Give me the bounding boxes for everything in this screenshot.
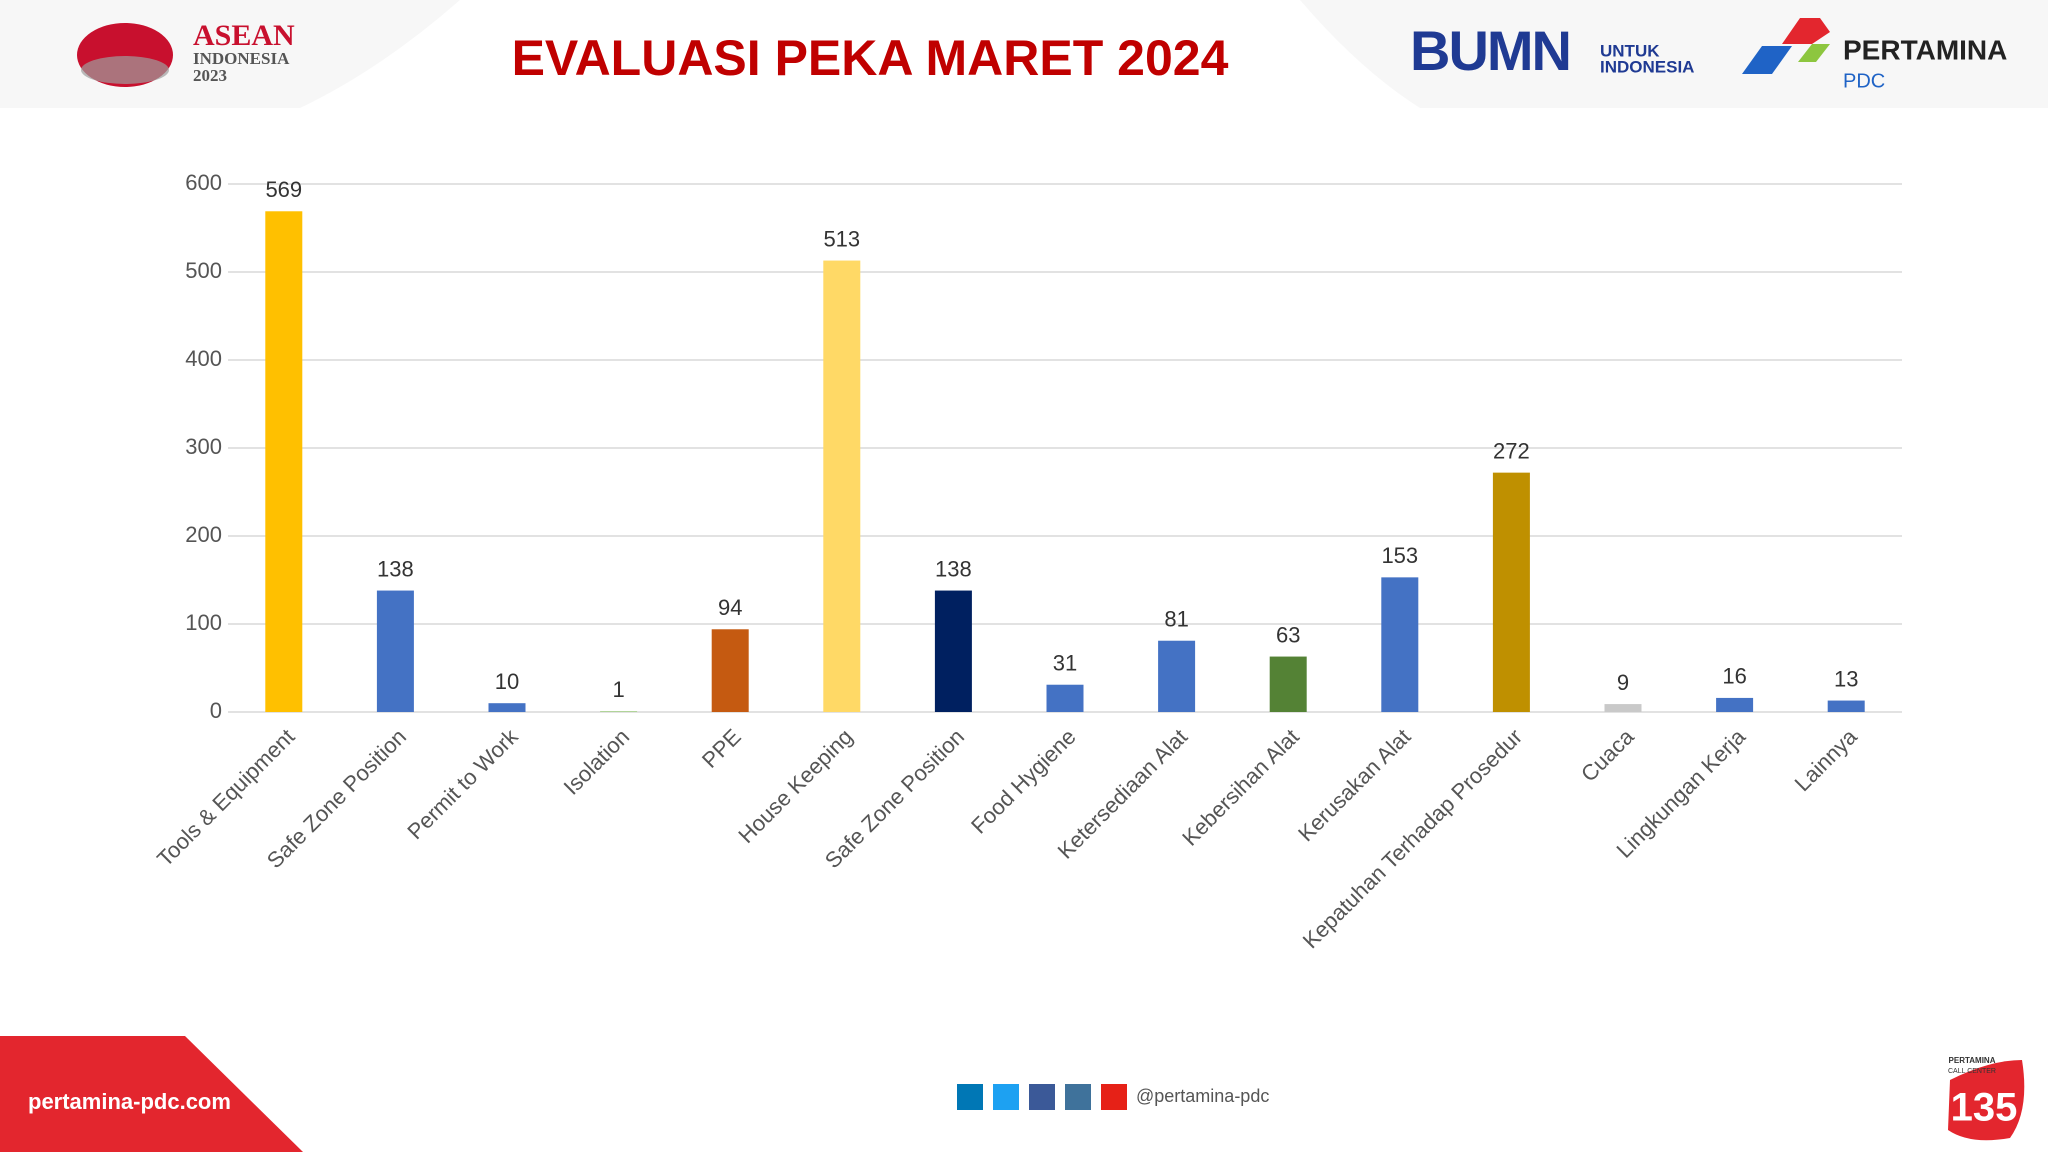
header-right-shape (1300, 0, 2048, 108)
asean-text: INDONESIA (193, 49, 290, 68)
value-label: 16 (1722, 664, 1746, 689)
asean-text: ASEAN (193, 19, 295, 52)
value-label: 153 (1381, 543, 1418, 568)
call-center-number: 135 (1951, 1086, 2018, 1130)
value-label: 138 (935, 556, 972, 581)
value-label: 63 (1276, 622, 1300, 647)
value-label: 569 (265, 177, 302, 202)
value-label: 9 (1617, 670, 1629, 695)
linkedin-icon (957, 1084, 983, 1110)
pertamina-emblem (1742, 46, 1792, 74)
value-label: 94 (718, 595, 742, 620)
y-tick-label: 600 (185, 170, 222, 195)
social-handle: @pertamina-pdc (1136, 1086, 1269, 1106)
bar (1158, 640, 1196, 712)
bumn-text: UNTUK (1600, 41, 1660, 60)
value-label: 513 (823, 226, 860, 251)
value-label: 272 (1493, 438, 1530, 463)
bumn-text: BUMN (1410, 19, 1570, 82)
call-center-text: PERTAMINA (1949, 1056, 1996, 1065)
pertamina-text: PDC (1843, 70, 1885, 92)
pertamina-text: PERTAMINA (1843, 34, 2007, 65)
bar (1046, 684, 1084, 712)
footer-shape (0, 1036, 303, 1152)
website: pertamina-pdc.com (28, 1089, 231, 1114)
call-center-text: CALL CENTER (1948, 1068, 1996, 1075)
value-label: 31 (1053, 651, 1077, 676)
y-tick-label: 0 (210, 698, 222, 723)
twitter-icon (993, 1084, 1019, 1110)
bar (376, 590, 414, 712)
y-tick-label: 300 (185, 434, 222, 459)
y-tick-label: 500 (185, 258, 222, 283)
y-tick-label: 400 (185, 346, 222, 371)
bar (1716, 697, 1754, 712)
pertamina-emblem (1798, 44, 1830, 62)
value-label: 13 (1834, 666, 1858, 691)
y-tick-label: 100 (185, 610, 222, 635)
bar (823, 260, 861, 712)
bar (1381, 577, 1419, 712)
call-center-badge (1948, 1060, 2025, 1141)
chart-title: EVALUASI PEKA MARET 2024 (512, 30, 1229, 86)
bar (1604, 704, 1642, 712)
value-label: 1 (612, 677, 624, 702)
asean-emblem-base (81, 56, 169, 84)
bar (934, 590, 972, 712)
instagram-icon (1065, 1084, 1091, 1110)
facebook-icon (1029, 1084, 1055, 1110)
value-label: 138 (377, 556, 414, 581)
bar (265, 211, 303, 712)
value-label: 10 (495, 669, 519, 694)
y-tick-label: 200 (185, 522, 222, 547)
value-label: 81 (1164, 607, 1188, 632)
bar (1269, 656, 1307, 712)
bar (600, 711, 638, 712)
bar (1827, 700, 1865, 712)
bumn-text: INDONESIA (1600, 57, 1694, 76)
pertamina-emblem (1782, 18, 1830, 44)
bar (488, 703, 526, 712)
youtube-icon (1101, 1084, 1127, 1110)
asean-text: 2023 (193, 66, 227, 85)
bar (1492, 472, 1530, 712)
bar (711, 629, 749, 712)
